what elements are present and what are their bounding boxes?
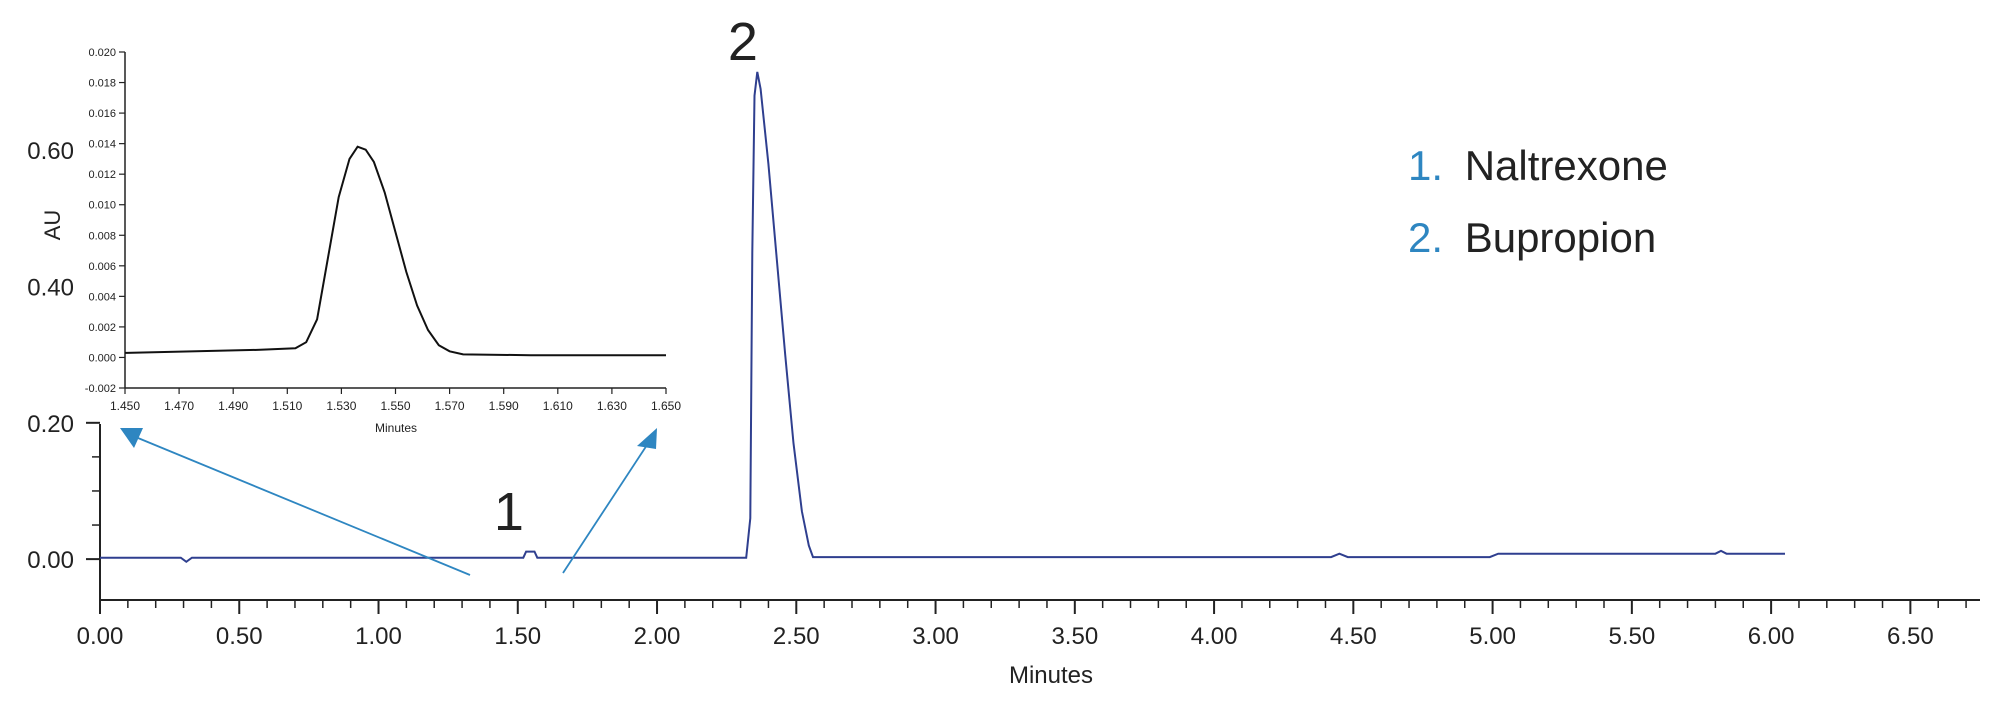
main-y-tick-label: 0.60	[27, 138, 74, 165]
legend-name-bupropion: Bupropion	[1465, 214, 1656, 261]
legend-name-naltrexone: Naltrexone	[1465, 142, 1668, 189]
zoom-arrow-left-head	[120, 428, 143, 448]
inset-y-tick-label: 0.012	[88, 169, 116, 181]
peak-labels: 12	[494, 12, 758, 542]
main-chromatogram-trace	[100, 71, 1785, 564]
main-x-tick-label: 5.00	[1469, 623, 1516, 650]
main-x-tick-label: 0.50	[216, 623, 263, 650]
legend-entry-naltrexone: 1. Naltrexone	[1408, 142, 1668, 189]
inset-y-tick-label: 0.000	[88, 352, 116, 364]
inset-y-tick-label: 0.014	[88, 139, 116, 151]
peak-label-2: 2	[728, 12, 758, 72]
main-x-tick-label: 2.00	[634, 623, 681, 650]
zoom-arrow-right-line	[562, 444, 648, 574]
main-x-tick-label: 4.50	[1330, 623, 1377, 650]
legend: 1. Naltrexone 2. Bupropion	[1408, 142, 1668, 261]
main-x-tick-label: 1.50	[494, 623, 541, 650]
main-y-tick-label: 0.20	[27, 411, 74, 438]
inset-y-tick-label: 0.018	[88, 78, 116, 90]
inset-y-tick-label: 0.006	[88, 261, 116, 273]
inset-chromatogram-trace	[124, 145, 666, 357]
inset-x-ticks: 1.450 1.470 1.490 1.510 1.530 1.550 1.570 1.590…	[110, 388, 681, 413]
inset-y-tick-label: 0.020	[88, 47, 116, 59]
main-x-tick-label: 5.50	[1608, 623, 1655, 650]
main-x-tick-label: 0.00	[77, 623, 124, 650]
inset-y-tick-label: -0.002	[85, 383, 116, 395]
inset-x-tick-label: 1.550	[380, 399, 410, 413]
main-y-axis-label: AU	[40, 210, 65, 241]
inset-x-tick-label: 1.650	[651, 399, 681, 413]
main-x-axis-label: Minutes	[1009, 662, 1093, 689]
inset-x-tick-label: 1.570	[435, 399, 465, 413]
zoom-arrows	[120, 428, 657, 576]
inset-x-axis-label: Minutes	[375, 421, 417, 435]
legend-number-1: 1.	[1408, 142, 1443, 189]
main-x-tick-label: 2.50	[773, 623, 820, 650]
inset-x-tick-label: 1.450	[110, 399, 140, 413]
main-y-tick-label: 0.40	[27, 275, 74, 302]
inset-x-tick-label: 1.590	[489, 399, 519, 413]
inset-y-tick-label: 0.008	[88, 230, 116, 242]
inset-x-tick-label: 1.630	[597, 399, 627, 413]
main-x-ticks: 0.00 0.50 1.00 1.50 2.00 2.50 3.00 3.50 4.00 4.50…	[77, 600, 1967, 650]
legend-entry-bupropion: 2. Bupropion	[1408, 214, 1656, 261]
main-x-tick-label: 4.00	[1191, 623, 1238, 650]
inset-y-ticks: -0.002 0.000 0.002 0.004 0.006 0.008 0.010 0.01…	[85, 47, 125, 395]
inset-x-tick-label: 1.530	[326, 399, 356, 413]
inset-y-tick-label: 0.004	[88, 291, 116, 303]
zoom-arrow-right-head	[637, 428, 657, 449]
main-y-ticks: 0.00 0.20 0.40 0.60	[27, 138, 100, 574]
inset-y-tick-label: 0.010	[88, 200, 116, 212]
main-x-tick-label: 6.50	[1887, 623, 1934, 650]
main-chart: 0.00 0.50 1.00 1.50 2.00 2.50 3.00 3.50 4.00 4.50…	[27, 12, 1980, 689]
peak-label-1: 1	[494, 482, 524, 542]
legend-number-2: 2.	[1408, 214, 1443, 261]
main-x-tick-label: 3.00	[912, 623, 959, 650]
inset-y-tick-label: 0.002	[88, 322, 116, 334]
zoom-arrow-left-line	[137, 437, 471, 576]
inset-x-tick-label: 1.490	[218, 399, 248, 413]
inset-y-tick-label: 0.016	[88, 108, 116, 120]
main-x-tick-label: 3.50	[1051, 623, 1098, 650]
inset-chart: 1.450 1.470 1.490 1.510 1.530 1.550 1.570 1.590…	[85, 47, 682, 435]
main-y-tick-label: 0.00	[27, 547, 74, 574]
main-x-tick-label: 1.00	[355, 623, 402, 650]
inset-x-tick-label: 1.510	[272, 399, 302, 413]
main-x-tick-label: 6.00	[1748, 623, 1795, 650]
inset-x-tick-label: 1.610	[543, 399, 573, 413]
inset-x-tick-label: 1.470	[164, 399, 194, 413]
